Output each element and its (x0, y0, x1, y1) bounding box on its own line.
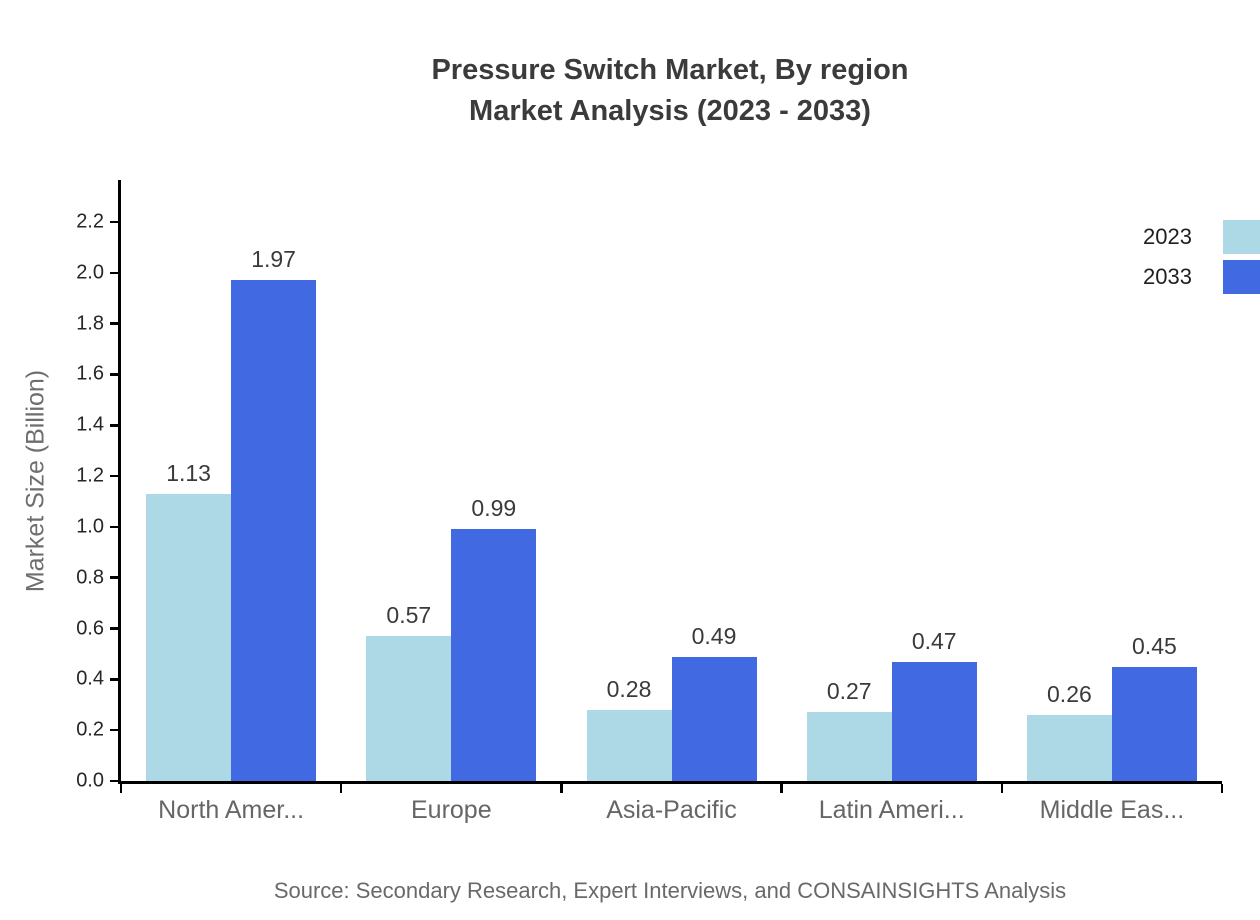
bar-wrapper: 0.27 (806, 678, 892, 781)
y-tick-mark (110, 220, 121, 224)
bar-value-label: 0.45 (1132, 632, 1177, 659)
y-tick-mark (110, 576, 121, 580)
y-tick-label: 2.2 (76, 210, 104, 233)
x-tick-mark (1220, 784, 1224, 793)
bar-value-label: 0.57 (386, 602, 432, 629)
bar-2023-3 (806, 712, 892, 781)
y-tick-mark (110, 525, 121, 529)
legend-item-2023: 2023 (1143, 220, 1260, 254)
bar-2033-2 (671, 656, 757, 781)
bar-value-label: 0.28 (606, 675, 652, 702)
y-tick-label: 1.8 (76, 312, 104, 335)
bar-value-label: 0.49 (691, 622, 737, 649)
bar-value-label: 1.13 (166, 459, 211, 486)
x-tick-mark (560, 784, 563, 793)
bar-group: 0.28 0.49 (561, 180, 781, 781)
chart-title: Pressure Switch Market, By region Market… (118, 50, 1222, 132)
y-tick-label: 1.0 (76, 515, 104, 538)
y-tick-label: 1.6 (76, 362, 104, 385)
bar-wrapper: 0.47 (891, 627, 977, 781)
legend-label: 2033 (1143, 264, 1192, 289)
bar-wrapper: 0.28 (586, 675, 672, 781)
bar-group: 1.13 1.97 (121, 180, 341, 781)
bar-2023-2 (586, 709, 672, 781)
legend-item-2033: 2033 (1143, 260, 1260, 294)
bar-group: 0.57 0.99 (341, 180, 561, 781)
bar-group: 0.26 0.45 (1002, 180, 1222, 781)
bar-wrapper: 0.57 (366, 602, 452, 781)
y-tick-mark (110, 271, 121, 275)
bar-value-label: 0.47 (911, 627, 957, 654)
x-category-label: Latin Ameri... (818, 796, 965, 824)
bar-2033-4 (1111, 666, 1197, 781)
bar-wrapper: 1.97 (231, 246, 317, 781)
source-note: Source: Secondary Research, Expert Inter… (273, 878, 1067, 903)
x-tick-mark (780, 784, 783, 793)
legend-label: 2023 (1143, 224, 1192, 249)
x-tick-mark (339, 784, 343, 793)
x-tick-mark (119, 784, 123, 793)
bar-group: 0.27 0.47 (782, 180, 1002, 781)
bar-wrapper: 0.45 (1111, 632, 1197, 781)
y-tick-label: 0.2 (76, 718, 104, 741)
y-tick-label: 0.0 (76, 769, 104, 792)
y-tick-mark (110, 678, 121, 681)
x-category-label: Asia-Pacific (606, 796, 737, 824)
x-category-label: Europe (410, 796, 492, 824)
bar-2023-1 (366, 636, 452, 781)
bar-wrapper: 1.13 (146, 459, 232, 781)
y-tick-label: 1.4 (76, 413, 104, 436)
y-tick-mark (110, 322, 121, 325)
y-tick-label: 0.4 (76, 667, 104, 690)
y-tick-label: 0.8 (76, 566, 104, 589)
y-tick-mark (110, 779, 121, 783)
y-axis-title: Market Size (Billion) (21, 369, 50, 593)
bar-2023-4 (1026, 714, 1112, 781)
y-tick-label: 2.0 (76, 261, 104, 284)
bar-2033-3 (891, 661, 977, 781)
y-tick-label: 1.2 (76, 464, 104, 487)
x-tick-mark (1000, 784, 1004, 793)
chart-title-line1: Pressure Switch Market, By region (431, 54, 909, 86)
bar-value-label: 1.97 (251, 246, 296, 273)
bar-wrapper: 0.26 (1026, 680, 1112, 781)
bar-value-label: 0.99 (471, 495, 517, 522)
legend-swatch (1223, 220, 1260, 254)
y-tick-mark (110, 627, 121, 630)
legend: 2023 2033 (1143, 220, 1260, 294)
x-category-label: Middle Eas... (1039, 796, 1185, 824)
plot-area: 0.0 0.2 0.4 0.6 0.8 1.0 1.2 1.4 1.6 1.8 2.0 2.2 1.1… (76, 180, 1224, 824)
bar-wrapper: 0.99 (451, 495, 537, 781)
bar-wrapper: 0.49 (671, 622, 757, 781)
bar-value-label: 0.26 (1047, 680, 1092, 707)
y-tick-mark (110, 423, 121, 427)
bar-groups: 1.13 1.97 0.57 0.99 0.28 0.49 0.27 0.47 0.26 0.45 (121, 180, 1222, 781)
y-tick-label: 0.6 (76, 617, 104, 640)
y-tick-mark (110, 728, 121, 732)
bar-value-label: 0.27 (826, 678, 872, 705)
x-category-label: North Amer... (158, 796, 305, 824)
bar-2033-1 (451, 529, 537, 781)
bar-2023-0 (146, 493, 232, 781)
x-axis-labels: North Amer... Europe Asia-Pacific Latin Ame… (121, 796, 1222, 825)
legend-swatch (1223, 260, 1260, 294)
y-tick-mark (110, 474, 121, 478)
bar-2033-0 (231, 280, 317, 781)
chart-title-line2: Market Analysis (2023 - 2033) (469, 95, 871, 127)
y-tick-mark (110, 373, 121, 376)
